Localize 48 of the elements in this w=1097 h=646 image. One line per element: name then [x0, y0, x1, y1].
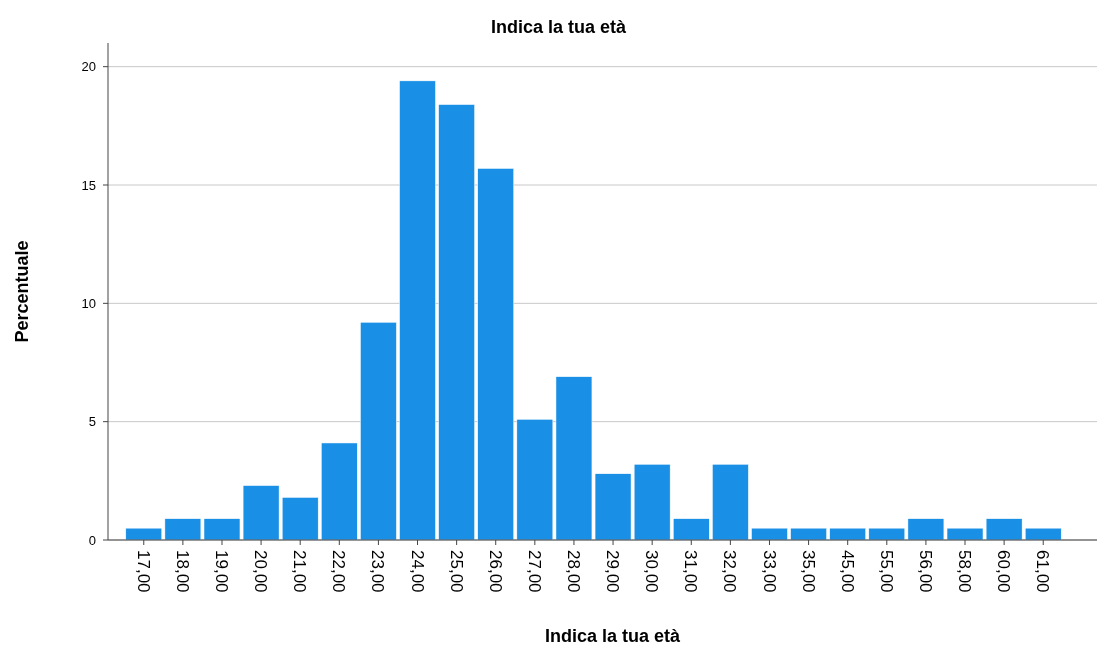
x-tick-label: 29,00 — [603, 550, 623, 593]
x-tick-label: 35,00 — [798, 550, 818, 593]
x-tick-label: 19,00 — [212, 550, 232, 593]
bar — [438, 104, 475, 541]
bar — [360, 322, 397, 541]
y-tick-label: 5 — [88, 414, 96, 430]
x-tick-label: 23,00 — [368, 550, 388, 593]
x-tick-label: 45,00 — [837, 550, 857, 593]
bar — [790, 527, 827, 541]
x-tick-label: 33,00 — [759, 550, 779, 593]
x-tick-label: 58,00 — [955, 550, 975, 593]
x-tick-label: 56,00 — [915, 550, 935, 593]
x-tick-label: 18,00 — [172, 550, 192, 593]
bar — [751, 527, 788, 541]
bar — [712, 464, 749, 541]
bar — [477, 168, 514, 541]
x-tick-label: 25,00 — [446, 550, 466, 593]
x-tick-label: 21,00 — [290, 550, 310, 593]
x-tick-label: 60,00 — [994, 550, 1014, 593]
bar — [125, 527, 163, 541]
y-axis-title: Percentuale — [12, 240, 32, 343]
x-tick-label: 55,00 — [876, 550, 896, 593]
bar — [1024, 527, 1062, 541]
x-tick-label: 27,00 — [524, 550, 544, 593]
x-tick-label: 31,00 — [681, 550, 701, 593]
bar — [281, 497, 319, 541]
x-tick-label: 30,00 — [642, 550, 662, 593]
y-tick-label: 0 — [88, 532, 96, 548]
x-tick-label: 32,00 — [720, 550, 740, 593]
x-tick-label: 20,00 — [251, 550, 271, 593]
y-tick-label: 15 — [81, 177, 96, 193]
x-tick-label: 24,00 — [407, 550, 427, 593]
y-tick-label: 20 — [81, 59, 96, 75]
y-tick-label: 10 — [81, 295, 96, 311]
x-tick-label: 61,00 — [1033, 550, 1053, 593]
x-tick-label: 17,00 — [133, 550, 153, 593]
bar — [633, 464, 671, 541]
bar — [321, 442, 358, 541]
bar — [673, 518, 710, 541]
chart-title: Indica la tua età — [490, 17, 628, 37]
bar — [399, 80, 436, 541]
x-axis-title: Indica la tua età — [544, 626, 682, 646]
bar — [868, 527, 906, 541]
x-tick-label: 26,00 — [485, 550, 505, 593]
x-tick-label: 22,00 — [329, 550, 349, 593]
bar — [516, 419, 554, 541]
x-tick-label: 28,00 — [564, 550, 583, 593]
bar — [829, 527, 866, 541]
